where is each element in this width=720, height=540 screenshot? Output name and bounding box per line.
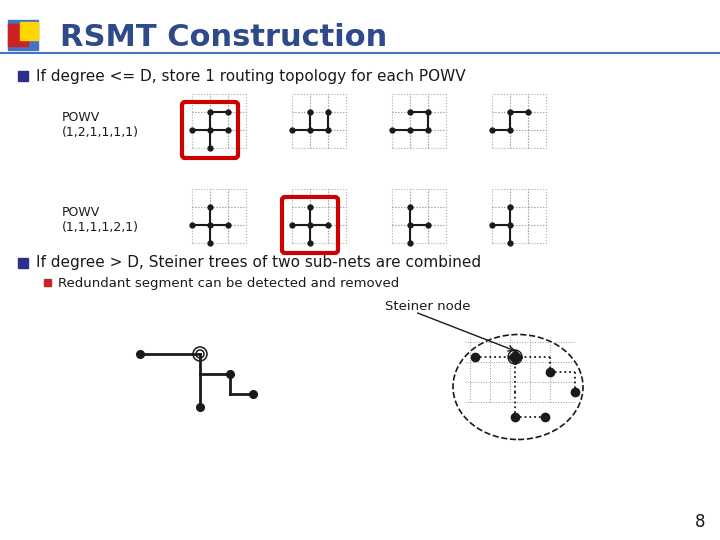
Bar bbox=[528, 207, 546, 225]
Bar bbox=[492, 207, 510, 225]
Bar bbox=[428, 189, 446, 207]
Text: Redundant segment can be detected and removed: Redundant segment can be detected and re… bbox=[58, 276, 400, 289]
Bar bbox=[410, 94, 428, 112]
Bar bbox=[528, 112, 546, 130]
Bar bbox=[310, 112, 328, 130]
Bar bbox=[192, 207, 210, 225]
Text: If degree <= D, store 1 routing topology for each POWV: If degree <= D, store 1 routing topology… bbox=[36, 69, 466, 84]
Bar bbox=[292, 130, 310, 148]
Bar bbox=[428, 225, 446, 243]
Bar bbox=[428, 94, 446, 112]
Bar bbox=[192, 225, 210, 243]
Bar bbox=[328, 112, 346, 130]
Text: Steiner node: Steiner node bbox=[385, 300, 470, 314]
Bar bbox=[310, 207, 328, 225]
Bar bbox=[192, 112, 210, 130]
Bar bbox=[392, 112, 410, 130]
Bar bbox=[228, 225, 246, 243]
Bar bbox=[328, 94, 346, 112]
Bar bbox=[392, 94, 410, 112]
Bar bbox=[392, 207, 410, 225]
Bar bbox=[210, 130, 228, 148]
Text: POWV
(1,1,1,1,2,1): POWV (1,1,1,1,2,1) bbox=[62, 206, 139, 234]
Bar bbox=[510, 112, 528, 130]
Text: If degree > D, Steiner trees of two sub-nets are combined: If degree > D, Steiner trees of two sub-… bbox=[36, 255, 481, 271]
Bar bbox=[510, 225, 528, 243]
Bar bbox=[8, 24, 28, 46]
Bar bbox=[410, 207, 428, 225]
Bar bbox=[328, 189, 346, 207]
Bar bbox=[210, 207, 228, 225]
Bar bbox=[210, 112, 228, 130]
Bar bbox=[410, 189, 428, 207]
Bar bbox=[492, 112, 510, 130]
Bar bbox=[510, 130, 528, 148]
Bar bbox=[210, 189, 228, 207]
Bar bbox=[228, 189, 246, 207]
Bar bbox=[310, 130, 328, 148]
Bar bbox=[228, 94, 246, 112]
Bar bbox=[192, 189, 210, 207]
Bar bbox=[392, 225, 410, 243]
Bar bbox=[392, 130, 410, 148]
Bar bbox=[428, 112, 446, 130]
Bar bbox=[292, 94, 310, 112]
Bar bbox=[510, 94, 528, 112]
Bar bbox=[292, 189, 310, 207]
Bar bbox=[492, 130, 510, 148]
Bar bbox=[228, 112, 246, 130]
Bar bbox=[310, 94, 328, 112]
Bar bbox=[410, 130, 428, 148]
Bar bbox=[392, 189, 410, 207]
Bar bbox=[192, 130, 210, 148]
Text: RSMT Construction: RSMT Construction bbox=[60, 23, 387, 51]
Bar bbox=[510, 207, 528, 225]
Bar bbox=[428, 130, 446, 148]
Bar bbox=[528, 94, 546, 112]
Bar bbox=[428, 207, 446, 225]
Bar bbox=[292, 225, 310, 243]
Bar bbox=[44, 279, 51, 286]
Bar bbox=[8, 20, 38, 50]
Bar bbox=[292, 112, 310, 130]
Bar bbox=[492, 189, 510, 207]
Bar bbox=[310, 189, 328, 207]
Bar bbox=[410, 225, 428, 243]
Bar bbox=[210, 94, 228, 112]
Bar bbox=[310, 225, 328, 243]
Bar bbox=[292, 207, 310, 225]
Bar bbox=[492, 94, 510, 112]
Bar bbox=[228, 207, 246, 225]
Bar bbox=[328, 207, 346, 225]
Text: 8: 8 bbox=[695, 513, 706, 531]
Bar bbox=[528, 130, 546, 148]
Bar bbox=[492, 225, 510, 243]
Bar bbox=[328, 225, 346, 243]
Bar bbox=[528, 189, 546, 207]
Bar bbox=[20, 22, 38, 40]
Text: POWV
(1,2,1,1,1,1): POWV (1,2,1,1,1,1) bbox=[62, 111, 139, 139]
Bar bbox=[328, 130, 346, 148]
Bar bbox=[18, 258, 28, 268]
Bar bbox=[228, 130, 246, 148]
Bar bbox=[510, 189, 528, 207]
Bar bbox=[18, 71, 28, 81]
Bar bbox=[410, 112, 428, 130]
Bar bbox=[210, 225, 228, 243]
Bar bbox=[192, 94, 210, 112]
Bar bbox=[528, 225, 546, 243]
